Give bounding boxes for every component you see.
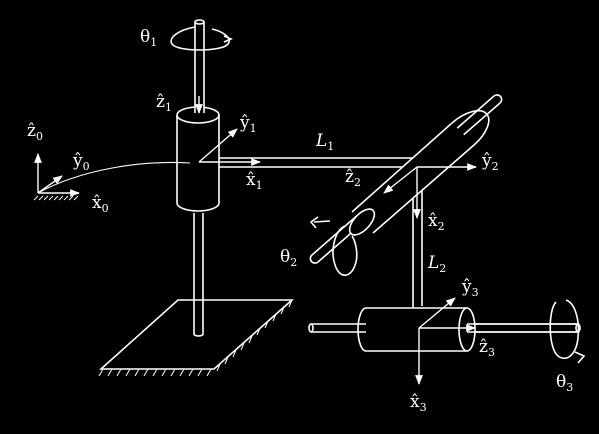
joint1-shaft — [194, 19, 205, 115]
theta1-rotation-arrow — [170, 26, 234, 51]
label-z3: ẑ3 — [479, 337, 495, 359]
theta3-rotation-arrow — [549, 299, 586, 364]
label-theta2: θ2 — [280, 247, 297, 269]
label-L2: L2 — [427, 253, 446, 275]
labels: θ1 θ2 θ3 L1 L2 ẑ0 ŷ0 x̂0 ẑ1 ŷ1 x̂1 ẑ2 ŷ2… — [27, 27, 573, 414]
joint1-cylinder — [176, 106, 220, 212]
joint3-cylinder — [357, 307, 578, 352]
label-y3: ŷ3 — [461, 277, 479, 299]
frame3-axes — [415, 297, 476, 385]
label-z2: ẑ2 — [345, 167, 361, 189]
theta2-rotation-arrow — [309, 216, 358, 276]
label-x2: x̂2 — [428, 211, 445, 233]
base-plate — [98, 299, 295, 377]
label-x1: x̂1 — [246, 170, 263, 192]
label-L1: L1 — [315, 131, 334, 153]
base-hatching — [98, 299, 293, 377]
label-theta3: θ3 — [556, 372, 573, 394]
label-y2: ŷ2 — [481, 151, 499, 173]
label-y1: ŷ1 — [239, 113, 257, 135]
frame2-axes — [383, 163, 477, 219]
joint2-cylinder — [348, 109, 490, 236]
label-z0: ẑ0 — [27, 121, 43, 143]
frame1-axes — [195, 96, 261, 166]
base-post — [193, 213, 204, 337]
label-z1: ẑ1 — [156, 92, 172, 114]
label-x3: x̂3 — [410, 392, 427, 414]
label-y0: ŷ0 — [72, 151, 90, 173]
label-theta1: θ1 — [140, 27, 157, 49]
frame0-axes — [33, 153, 191, 201]
label-x0: x̂0 — [92, 193, 109, 215]
link1 — [219, 157, 415, 168]
